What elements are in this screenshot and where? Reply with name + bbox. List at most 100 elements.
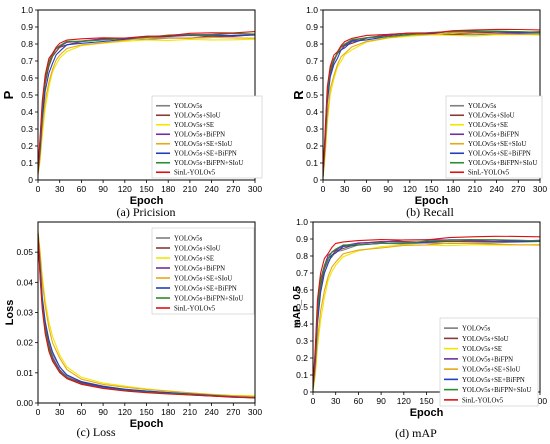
legend-label: YOLOv5s+SE+SIoU xyxy=(468,141,526,148)
x-tick-label: 150 xyxy=(139,184,153,194)
x-tick-label: 30 xyxy=(331,396,341,406)
legend-label: YOLOv5s+SIoU xyxy=(468,113,515,120)
x-tick-label: 270 xyxy=(226,407,240,417)
y-tick-label: 0.4 xyxy=(296,319,308,329)
legend-label: YOLOv5s+BiFPN+SIoU xyxy=(174,160,243,167)
legend-label: YOLOv5s+BiFPN xyxy=(174,132,225,139)
chart-map: 030609012015018021024027030000.10.20.30.… xyxy=(292,217,547,440)
x-tick-label: 150 xyxy=(419,396,433,406)
y-tick-label: 0.00 xyxy=(16,398,33,408)
y-tick-label: 0.05 xyxy=(16,247,33,257)
x-tick-label: 300 xyxy=(533,396,547,406)
x-tick-label: 270 xyxy=(511,184,525,194)
x-axis-title: Epoch xyxy=(410,407,444,419)
series-line-r-7 xyxy=(322,28,541,175)
x-tick-label: 0 xyxy=(321,184,326,194)
legend-label: YOLOv5s+SE+SIoU xyxy=(462,367,520,374)
x-tick-label: 60 xyxy=(362,184,372,194)
x-tick-label: 0 xyxy=(311,396,316,406)
y-tick-label: 0.1 xyxy=(306,158,318,168)
legend-label: SinL-YOLOv5 xyxy=(468,170,510,177)
x-tick-label: 30 xyxy=(55,407,65,417)
y-tick-label: 0.01 xyxy=(16,368,33,378)
x-tick-label: 240 xyxy=(490,184,504,194)
legend-label: YOLOv5s+SE+SIoU xyxy=(174,275,232,282)
y-tick-label: 0.8 xyxy=(306,39,318,49)
x-tick-label: 270 xyxy=(226,184,240,194)
legend-label: YOLOv5s+BiFPN+SIoU xyxy=(174,295,243,302)
legend-box xyxy=(151,95,263,179)
legend-label: YOLOv5s+SIoU xyxy=(462,336,509,343)
y-tick-label: 0.7 xyxy=(306,56,318,66)
y-tick-label: 0.6 xyxy=(296,285,308,295)
x-tick-label: 300 xyxy=(533,184,547,194)
x-tick-label: 120 xyxy=(403,184,417,194)
y-tick-label: 0.7 xyxy=(296,268,308,278)
y-tick-label: 0.7 xyxy=(21,56,33,66)
chart-loss: 0 30 60 90 120 150 180 210 240 270 300 0.00 0.01 0.02… xyxy=(4,221,262,439)
x-axis-title: Epoch xyxy=(130,195,164,207)
chart-caption: (d) mAP xyxy=(395,426,437,440)
legend-label: YOLOv5s+SIoU xyxy=(174,113,221,120)
x-tick-label: 240 xyxy=(205,407,219,417)
x-tick-label: 90 xyxy=(376,396,386,406)
y-tick-label: 0.1 xyxy=(296,370,308,380)
legend-label: YOLOv5s xyxy=(174,103,203,110)
x-tick-label: 120 xyxy=(118,184,132,194)
y-tick-label: 0.8 xyxy=(296,251,308,261)
y-tick-label: 0.1 xyxy=(21,158,33,168)
x-tick-label: 60 xyxy=(77,184,87,194)
legend-label: YOLOv5s xyxy=(462,326,491,333)
y-tick-label: 0.3 xyxy=(306,124,318,134)
legend-label: YOLOv5s+BiFPN xyxy=(468,132,519,139)
chart-caption: (a) Pricision xyxy=(117,205,176,219)
y-tick-label: 0.04 xyxy=(16,277,33,287)
x-tick-label: 90 xyxy=(383,184,393,194)
legend-label: YOLOv5s+BiFPN+SIoU xyxy=(468,160,537,167)
legend: YOLOv5s YOLOv5s+SIoU YOLOv5s+SE YOLOv5s+BiF… xyxy=(439,317,539,407)
legend-label: SinL-YOLOv5 xyxy=(174,170,216,177)
x-tick-label: 30 xyxy=(340,184,350,194)
legend-label: SinL-YOLOv5 xyxy=(462,397,504,404)
legend-label: YOLOv5s+SIoU xyxy=(174,245,221,252)
x-tick-label: 180 xyxy=(161,407,175,417)
x-tick-label: 210 xyxy=(183,184,197,194)
y-tick-label: 1.0 xyxy=(21,5,33,15)
series-line-p-7 xyxy=(37,31,256,170)
x-axis-title: Epoch xyxy=(130,418,164,430)
y-tick-label: 0.2 xyxy=(306,141,318,151)
y-tick-label: 0.9 xyxy=(306,22,318,32)
y-tick-label: 0.5 xyxy=(21,90,33,100)
y-tick-label: 0.6 xyxy=(21,73,33,83)
series-line-loss-4 xyxy=(37,230,256,398)
legend-label: YOLOv5s+SE+BiFPN xyxy=(462,377,525,384)
chart-p: 0 30 60 90 120 150 180 210 240 270 300 0 0.1 0.2 0.3 0.… xyxy=(1,5,262,219)
y-tick-label: 0.9 xyxy=(296,234,308,244)
legend: YOLOv5s YOLOv5s+SIoU YOLOv5s+SE YOLOv5s+BiF… xyxy=(445,95,543,179)
x-tick-label: 300 xyxy=(248,184,262,194)
y-tick-label: 0.8 xyxy=(21,39,33,49)
legend-box xyxy=(151,227,255,315)
y-tick-label: 0.2 xyxy=(21,141,33,151)
y-tick-label: 0 xyxy=(303,387,308,397)
series-line-map-2 xyxy=(312,243,541,391)
x-tick-label: 30 xyxy=(55,184,65,194)
y-tick-label: 0 xyxy=(313,175,318,185)
legend-label: YOLOv5s+BiFPN xyxy=(174,265,225,272)
x-tick-label: 60 xyxy=(77,407,87,417)
series-line-p-2 xyxy=(37,38,256,175)
x-tick-label: 180 xyxy=(446,184,460,194)
y-axis-title: mAP_0.5 xyxy=(292,285,303,328)
x-tick-label: 150 xyxy=(139,407,153,417)
legend-label: YOLOv5s+SE+BiFPN xyxy=(468,151,531,158)
y-axis-title: R xyxy=(291,90,306,100)
chart-caption: (b) Recall xyxy=(406,205,454,219)
legend: YOLOv5s YOLOv5s+SIoU YOLOv5s+SE YOLOv5s+BiF… xyxy=(151,227,255,315)
y-tick-label: 1.0 xyxy=(296,217,308,227)
y-axis-title: Loss xyxy=(4,300,16,326)
y-tick-label: 0.4 xyxy=(306,107,318,117)
chart-r: 0 30 60 90 120 150 180 210 240 270 300 0 0.1 0.2 0.3 0.… xyxy=(291,5,547,219)
series-line-loss-5 xyxy=(37,234,256,399)
x-tick-label: 120 xyxy=(118,407,132,417)
